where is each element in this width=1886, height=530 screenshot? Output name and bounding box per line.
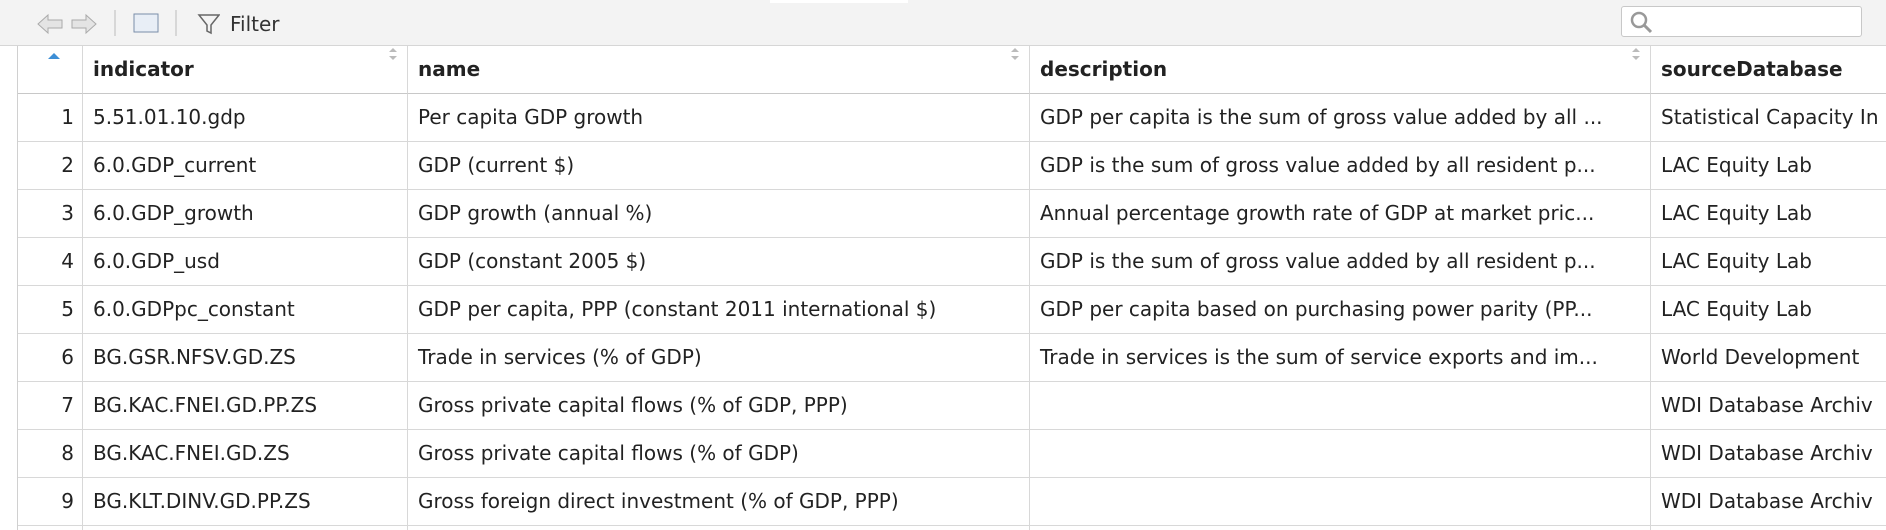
table-cell: Per capita GDP growth (408, 94, 1030, 142)
table-cell (1030, 430, 1651, 478)
row-number: 9 (18, 478, 83, 526)
row-number: 1 (18, 94, 83, 142)
table-cell: 5.51.01.10.gdp (83, 94, 408, 142)
column-header[interactable]: name (408, 46, 1030, 94)
table-cell: Annual percentage growth rate of GDP at … (1030, 190, 1651, 238)
table-cell: BG.KLT.DINV.GD.PP.ZS (83, 478, 408, 526)
column-header[interactable]: sourceDatabase (1651, 46, 1886, 94)
table-cell: 6.0.GDP_usd (83, 238, 408, 286)
table-cell: WDI Database Archiv (1651, 478, 1886, 526)
table-cell (1030, 478, 1651, 526)
table-cell-partial (1030, 526, 1651, 530)
sort-arrows[interactable] (387, 46, 399, 66)
row-number: 2 (18, 142, 83, 190)
tab-edge (770, 0, 908, 3)
filter-icon (197, 14, 220, 35)
forward-button[interactable] (71, 13, 97, 35)
toolbar: Filter (0, 0, 1886, 46)
table-cell-partial (83, 526, 408, 530)
table-cell: GDP (constant 2005 $) (408, 238, 1030, 286)
table-cell: Trade in services (% of GDP) (408, 334, 1030, 382)
table-cell: LAC Equity Lab (1651, 190, 1886, 238)
table-cell: WDI Database Archiv (1651, 430, 1886, 478)
table-cell: World Development (1651, 334, 1886, 382)
table-cell: GDP growth (annual %) (408, 190, 1030, 238)
filter-button[interactable]: Filter (230, 12, 280, 36)
table-cell: BG.KAC.FNEI.GD.ZS (83, 430, 408, 478)
table-cell: LAC Equity Lab (1651, 142, 1886, 190)
toolbar-icons (37, 10, 220, 36)
table-cell: Statistical Capacity In (1651, 94, 1886, 142)
row-number: 8 (18, 430, 83, 478)
popout-button[interactable] (133, 13, 159, 33)
corner-header[interactable] (18, 46, 83, 94)
table-cell (1030, 382, 1651, 430)
sort-indicator (48, 53, 60, 59)
sort-arrows[interactable] (1009, 46, 1021, 66)
column-header[interactable]: description (1030, 46, 1651, 94)
search-box[interactable] (1621, 6, 1862, 37)
table-cell: 6.0.GDPpc_constant (83, 286, 408, 334)
table-cell: GDP per capita is the sum of gross value… (1030, 94, 1651, 142)
table-cell: GDP per capita, PPP (constant 2011 inter… (408, 286, 1030, 334)
table-cell: Trade in services is the sum of service … (1030, 334, 1651, 382)
table-cell-partial (1651, 526, 1886, 530)
table-cell: GDP (current $) (408, 142, 1030, 190)
table-cell: Gross foreign direct investment (% of GD… (408, 478, 1030, 526)
row-number: 5 (18, 286, 83, 334)
table-cell: BG.GSR.NFSV.GD.ZS (83, 334, 408, 382)
table-cell: GDP is the sum of gross value added by a… (1030, 238, 1651, 286)
row-number: 3 (18, 190, 83, 238)
row-number: 7 (18, 382, 83, 430)
search-icon (1630, 11, 1653, 34)
table-cell: BG.KAC.FNEI.GD.PP.ZS (83, 382, 408, 430)
table-cell: Gross private capital flows (% of GDP, P… (408, 382, 1030, 430)
sort-arrows[interactable] (1630, 46, 1642, 66)
table-cell-partial (408, 526, 1030, 530)
back-button[interactable] (37, 13, 63, 35)
table-cell: GDP per capita based on purchasing power… (1030, 286, 1651, 334)
table-cell: WDI Database Archiv (1651, 382, 1886, 430)
table-cell: 6.0.GDP_current (83, 142, 408, 190)
row-number: 4 (18, 238, 83, 286)
column-header[interactable]: indicator (83, 46, 408, 94)
row-number: 6 (18, 334, 83, 382)
table-cell-partial (18, 526, 83, 530)
table-cell: GDP is the sum of gross value added by a… (1030, 142, 1651, 190)
data-grid: indicator name description sourceDatabase 1 5… (17, 46, 1886, 530)
table-cell: LAC Equity Lab (1651, 286, 1886, 334)
table-cell: LAC Equity Lab (1651, 238, 1886, 286)
table-cell: Gross private capital flows (% of GDP) (408, 430, 1030, 478)
table-cell: 6.0.GDP_growth (83, 190, 408, 238)
